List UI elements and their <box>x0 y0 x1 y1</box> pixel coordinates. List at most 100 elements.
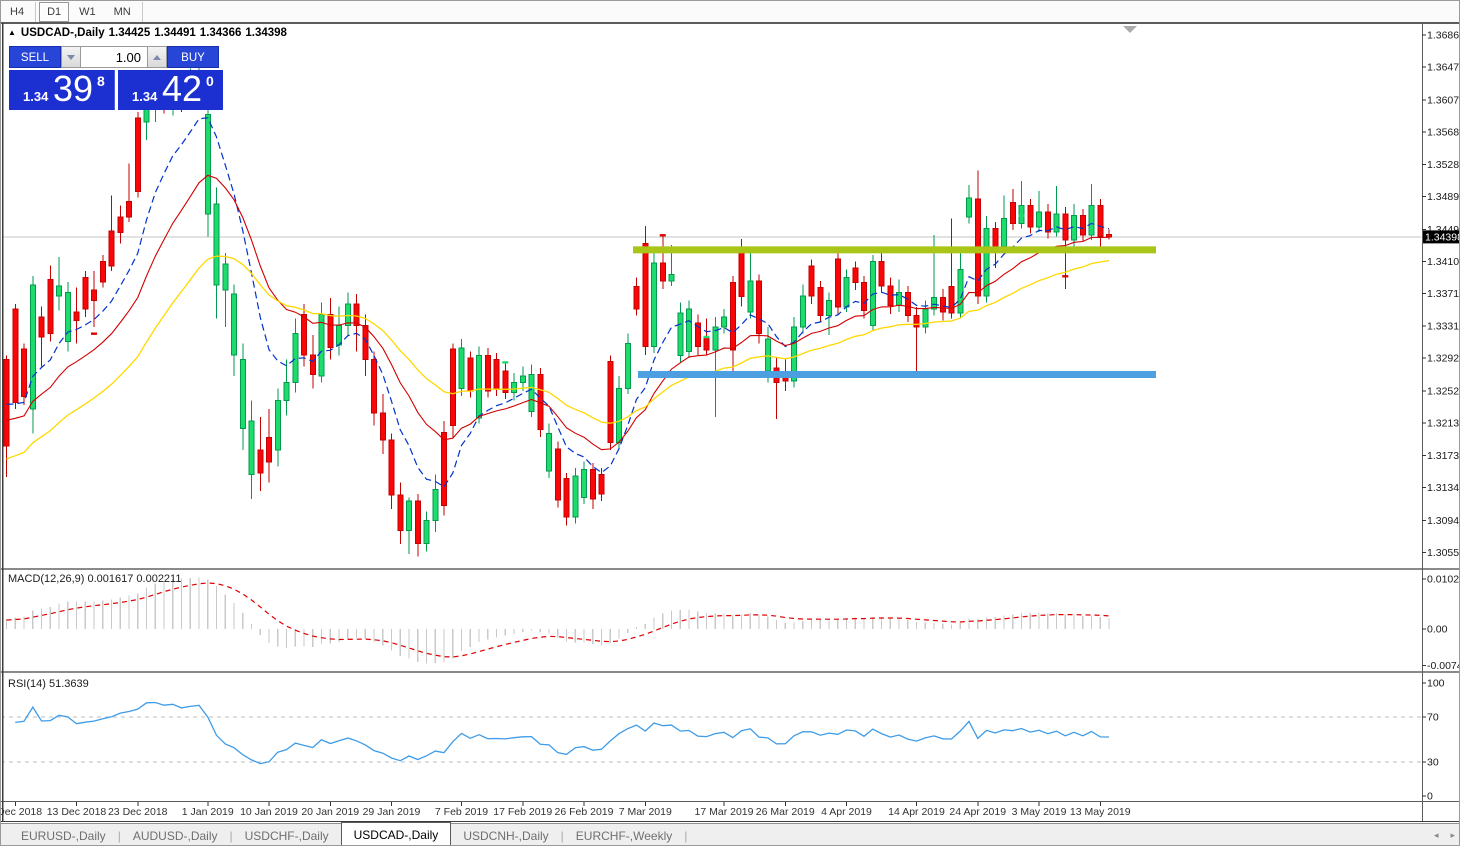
tab-separator: | <box>560 829 564 843</box>
triangle-up-icon <box>153 54 161 60</box>
signal-mark-icon <box>502 361 509 364</box>
svg-text:23 Dec 2018: 23 Dec 2018 <box>108 806 168 818</box>
low-value: 1.34366 <box>199 27 242 39</box>
svg-text:24 Apr 2019: 24 Apr 2019 <box>949 806 1006 818</box>
tab-eurchf-weekly[interactable]: EURCHF-,Weekly <box>575 829 673 843</box>
ask-big-figure: 1.34 <box>132 89 158 104</box>
svg-text:1.33310: 1.33310 <box>1427 321 1460 333</box>
tab-audusd-daily[interactable]: AUDUSD-,Daily <box>132 829 218 843</box>
ask-main-digits: 42 <box>162 68 203 109</box>
svg-text:4 Dec 2018: 4 Dec 2018 <box>1 806 42 818</box>
svg-text:14 Apr 2019: 14 Apr 2019 <box>888 806 945 818</box>
signal-mark-icon <box>1062 275 1069 278</box>
svg-text:7 Feb 2019: 7 Feb 2019 <box>435 806 488 818</box>
svg-text:1.34100: 1.34100 <box>1427 256 1460 268</box>
svg-text:1.34890: 1.34890 <box>1427 191 1460 203</box>
bid-pip-digit: 8 <box>97 73 105 89</box>
triangle-down-icon <box>67 54 75 60</box>
ask-pip-digit: 0 <box>206 73 214 89</box>
svg-text:1.33710: 1.33710 <box>1427 288 1460 300</box>
svg-text:1.31730: 1.31730 <box>1427 450 1460 462</box>
buy-button[interactable]: BUY <box>167 46 219 68</box>
high-value: 1.34491 <box>154 27 196 39</box>
timeframe-toolbar: H4 D1 W1 MN <box>1 1 1459 23</box>
price-axis[interactable]: 1.36860 1.36470 1.36070 1.35680 1.35280 1.348… <box>1422 30 1460 803</box>
svg-text:1.32520: 1.32520 <box>1427 385 1460 397</box>
svg-text:1.36860: 1.36860 <box>1427 30 1460 42</box>
timeframe-mn-button[interactable]: MN <box>106 2 139 22</box>
rsi-line <box>15 701 1110 765</box>
tab-usdchf-daily[interactable]: USDCHF-,Daily <box>244 829 329 843</box>
sell-button[interactable]: SELL <box>9 46 61 68</box>
svg-text:1.36070: 1.36070 <box>1427 94 1460 106</box>
timeframe-d1-button[interactable]: D1 <box>39 1 70 22</box>
svg-text:1.34398: 1.34398 <box>1425 231 1460 243</box>
svg-text:10 Jan 2019: 10 Jan 2019 <box>240 806 298 818</box>
svg-text:0: 0 <box>1427 791 1433 803</box>
svg-text:17 Mar 2019: 17 Mar 2019 <box>695 806 754 818</box>
svg-text:0.010229: 0.010229 <box>1427 574 1460 586</box>
rsi-panel[interactable] <box>1 701 1422 765</box>
svg-text:1.31340: 1.31340 <box>1427 482 1460 494</box>
bid-price-box[interactable]: 1.34 39 8 <box>9 68 115 110</box>
signal-mark-icon <box>703 335 710 339</box>
svg-text:70: 70 <box>1427 711 1439 723</box>
svg-text:3 May 2019: 3 May 2019 <box>1012 806 1067 818</box>
bid-big-figure: 1.34 <box>23 89 49 104</box>
svg-text:1.30940: 1.30940 <box>1427 515 1460 527</box>
svg-text:30: 30 <box>1427 757 1439 769</box>
one-click-trading-widget: SELL BUY 1.34 39 8 1.34 42 0 <box>9 46 225 110</box>
timeframe-h4-button[interactable]: H4 <box>2 2 32 22</box>
timeframe-w1-button[interactable]: W1 <box>71 2 104 22</box>
signal-mark-icon <box>659 234 666 237</box>
toolbar-separator <box>35 1 37 22</box>
volume-input[interactable] <box>81 46 147 68</box>
svg-text:0.00: 0.00 <box>1427 624 1448 636</box>
tab-separator: | <box>229 829 233 843</box>
slow-ma <box>6 255 1110 460</box>
chart-tab-bar: EURUSD-,Daily | AUDUSD-,Daily | USDCHF-,Da… <box>1 821 1459 845</box>
svg-text:13 Dec 2018: 13 Dec 2018 <box>47 806 107 818</box>
volume-increase-button[interactable] <box>147 46 167 68</box>
fast-ma <box>6 117 1110 488</box>
svg-text:1.32920: 1.32920 <box>1427 353 1460 365</box>
svg-text:100: 100 <box>1427 678 1445 690</box>
bid-main-digits: 39 <box>53 68 94 109</box>
macd-panel[interactable] <box>5 577 1110 664</box>
svg-text:26 Mar 2019: 26 Mar 2019 <box>756 806 815 818</box>
toolbar-separator <box>141 1 143 22</box>
tab-separator: | <box>684 829 688 843</box>
svg-text:29 Jan 2019: 29 Jan 2019 <box>363 806 421 818</box>
svg-text:7 Mar 2019: 7 Mar 2019 <box>619 806 672 818</box>
ask-price-box[interactable]: 1.34 42 0 <box>118 68 223 110</box>
resistance-line[interactable] <box>633 246 1156 254</box>
svg-text:17 Feb 2019: 17 Feb 2019 <box>493 806 552 818</box>
svg-text:26 Feb 2019: 26 Feb 2019 <box>555 806 614 818</box>
support-line[interactable] <box>638 370 1156 378</box>
chart-title: ▲ USDCAD-,Daily 1.34425 1.34491 1.34366 1.343… <box>8 27 291 39</box>
svg-text:4 Apr 2019: 4 Apr 2019 <box>821 806 872 818</box>
collapse-triangle-icon[interactable]: ▲ <box>8 28 16 37</box>
tab-usdcnh-daily[interactable]: USDCNH-,Daily <box>463 829 549 843</box>
svg-text:1.35680: 1.35680 <box>1427 126 1460 138</box>
svg-text:20 Jan 2019: 20 Jan 2019 <box>301 806 359 818</box>
svg-text:1 Jan 2019: 1 Jan 2019 <box>182 806 234 818</box>
current-price-tag <box>1423 230 1459 244</box>
main-chart-panel[interactable] <box>1 56 1422 557</box>
svg-text:1.36470: 1.36470 <box>1427 61 1460 73</box>
tab-eurusd-daily[interactable]: EURUSD-,Daily <box>21 829 106 843</box>
mid-ma <box>6 174 1110 451</box>
rsi-label: RSI(14) 51.3639 <box>8 678 89 690</box>
svg-text:13 May 2019: 13 May 2019 <box>1070 806 1131 818</box>
tab-usdcad-daily[interactable]: USDCAD-,Daily <box>340 821 452 845</box>
tab-scroll-left-arrow[interactable]: ◂ <box>1433 830 1439 840</box>
autoscroll-marker-icon[interactable] <box>1123 26 1137 33</box>
volume-decrease-button[interactable] <box>61 46 81 68</box>
signal-mark-icon <box>1018 214 1025 217</box>
tab-scroll-right-arrow[interactable]: ▸ <box>1450 830 1455 840</box>
close-value: 1.34398 <box>245 27 287 39</box>
svg-text:1.35280: 1.35280 <box>1427 159 1460 171</box>
